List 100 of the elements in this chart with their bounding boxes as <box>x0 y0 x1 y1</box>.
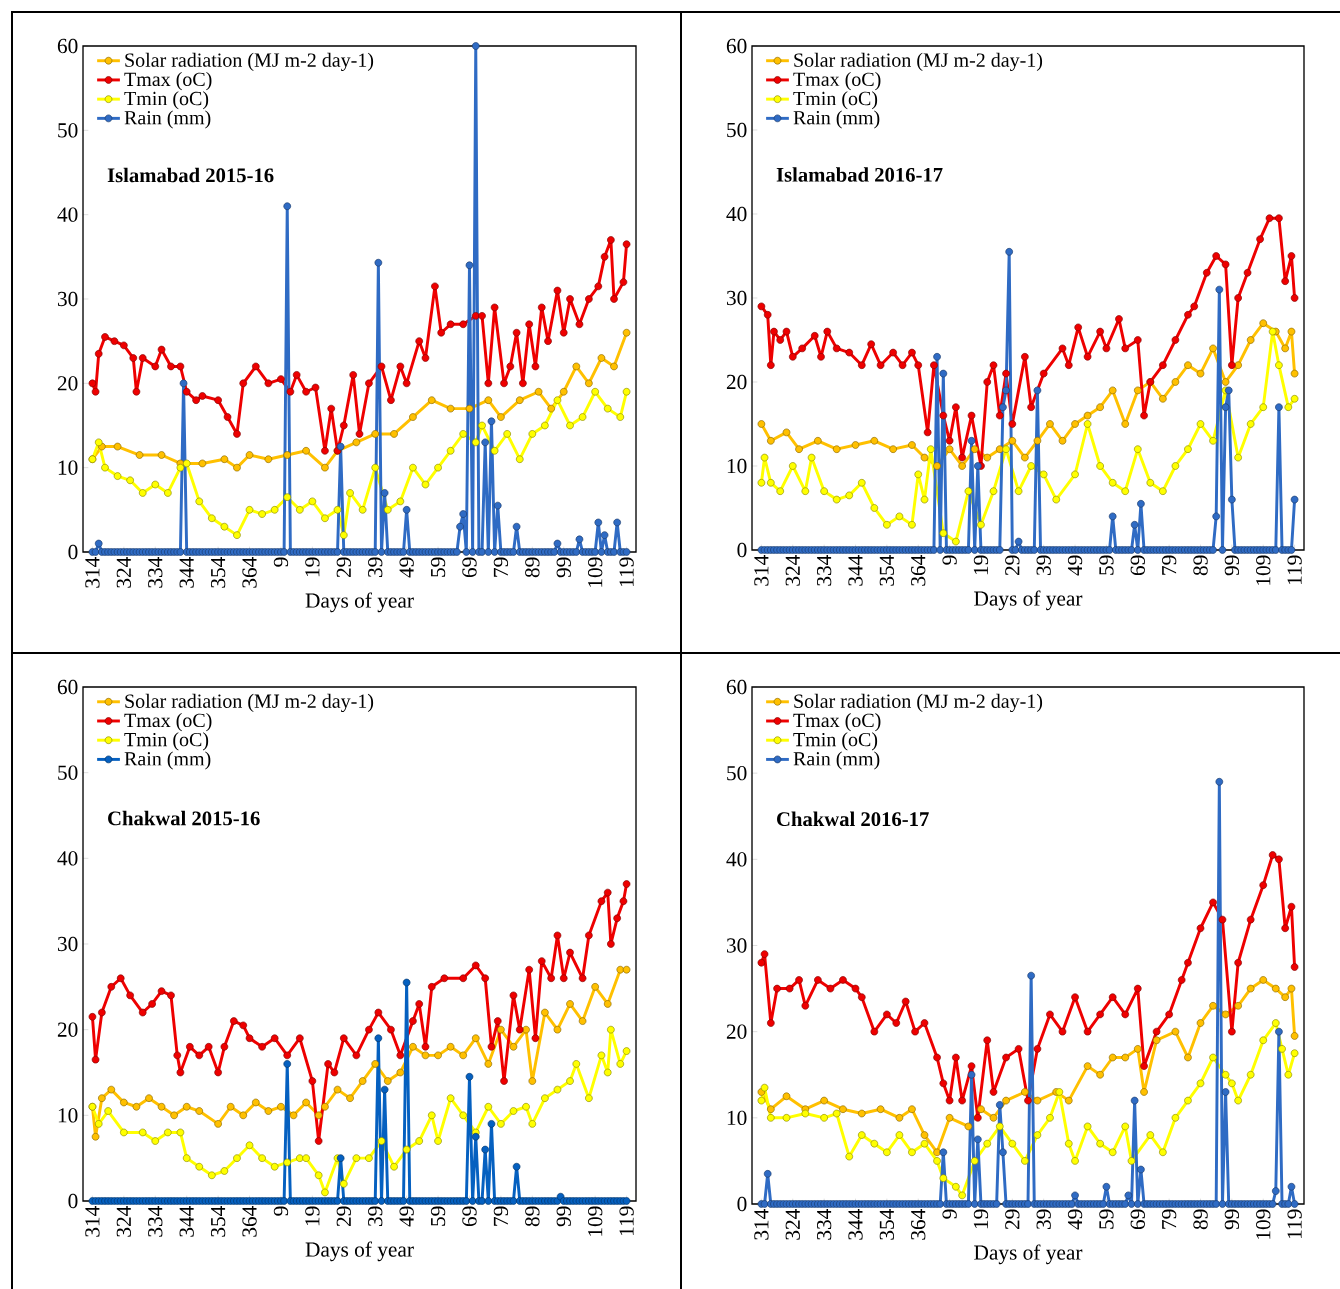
legend-label: Tmin (oC) <box>124 91 209 110</box>
x-tick-label: 324 <box>116 1206 132 1237</box>
legend-label: Rain (mm) <box>793 751 880 770</box>
x-tick-label: 314 <box>754 555 769 586</box>
legend-label: Rain (mm) <box>124 751 211 770</box>
y-tick-label: 60 <box>726 679 747 695</box>
x-axis-title: Days of year <box>305 592 414 613</box>
x-tick-label: 29 <box>336 557 351 578</box>
x-tick-label: 9 <box>273 1206 289 1216</box>
legend-label: Tmax (oC) <box>793 713 881 732</box>
y-tick-label: 30 <box>726 290 747 306</box>
x-tick-label: 354 <box>210 1206 226 1237</box>
x-tick-label: 324 <box>785 1209 800 1240</box>
y-tick-label: 40 <box>726 206 747 222</box>
y-tick-label: 0 <box>68 544 78 560</box>
x-tick-label: 29 <box>1005 1209 1020 1230</box>
y-tick-label: 40 <box>57 851 78 866</box>
legend-label: Tmax (oC) <box>793 72 881 91</box>
x-tick-label: 364 <box>242 557 257 588</box>
y-tick-label: 10 <box>727 458 747 474</box>
x-tick-label: 69 <box>1130 1209 1145 1230</box>
y-tick-label: 30 <box>726 938 747 953</box>
x-tick-label: 49 <box>399 557 414 578</box>
x-axis-title: Days of year <box>305 1241 414 1262</box>
y-tick-label: 30 <box>57 291 78 307</box>
x-tick-label: 314 <box>85 1206 100 1237</box>
x-tick-label: 109 <box>1256 1209 1271 1239</box>
legend-label: Tmax (oC) <box>124 713 212 732</box>
x-tick-label: 49 <box>1067 1209 1083 1230</box>
y-tick-label: 20 <box>726 1024 747 1039</box>
legend-label: Solar radiation (MJ m-2 day-1) <box>794 52 1043 71</box>
y-tick-label: 50 <box>727 765 747 781</box>
x-tick-label: 344 <box>848 555 863 586</box>
x-tick-label: 354 <box>210 557 226 588</box>
x-tick-label: 344 <box>848 1209 863 1240</box>
legend-label: Tmin (oC) <box>124 732 209 751</box>
text: Chakwal 2015-16 <box>108 810 260 826</box>
x-tick-label: 49 <box>1067 555 1083 576</box>
x-tick-label: 79 <box>493 557 509 577</box>
y-tick-label: 0 <box>737 542 747 558</box>
x-tick-label: 119 <box>1287 1209 1302 1239</box>
text: Islamabad 2015-16 <box>107 167 274 183</box>
y-tick-label: 20 <box>57 376 78 391</box>
y-tick-label: 60 <box>57 679 78 695</box>
x-tick-label: 334 <box>816 555 832 586</box>
x-tick-label: 49 <box>399 1206 414 1227</box>
y-tick-label: 50 <box>727 122 747 138</box>
x-tick-label: 334 <box>816 1209 832 1240</box>
x-tick-label: 39 <box>1036 1209 1051 1229</box>
legend-label: Rain (mm) <box>793 110 880 129</box>
x-tick-label: 9 <box>942 555 957 565</box>
x-tick-label: 109 <box>1256 555 1271 585</box>
x-tick-label: 69 <box>1130 555 1145 576</box>
text: Islamabad 2016-17 <box>776 167 943 182</box>
y-tick-label: 60 <box>57 38 78 54</box>
y-tick-label: 0 <box>737 1196 747 1212</box>
y-tick-label: 10 <box>727 1110 747 1126</box>
x-tick-label: 364 <box>911 555 926 586</box>
x-tick-label: 59 <box>430 557 446 577</box>
x-tick-label: 334 <box>148 557 163 588</box>
x-tick-label: 364 <box>242 1206 257 1237</box>
x-tick-label: 119 <box>619 1206 634 1236</box>
x-tick-label: 99 <box>1224 555 1240 576</box>
x-tick-label: 59 <box>1099 1209 1114 1229</box>
text: Chakwal 2016-17 <box>777 811 929 827</box>
legend-label: Solar radiation (MJ m-2 day-1) <box>794 693 1043 713</box>
x-tick-label: 79 <box>1161 1209 1177 1229</box>
y-tick-label: 10 <box>58 460 78 475</box>
x-tick-label: 59 <box>430 1206 446 1226</box>
x-tick-label: 109 <box>587 557 603 587</box>
x-tick-label: 324 <box>116 557 132 588</box>
x-tick-label: 39 <box>368 1206 383 1226</box>
legend-label: Tmax (oC) <box>124 72 212 91</box>
x-tick-label: 69 <box>462 1206 477 1227</box>
x-tick-label: 19 <box>973 555 989 575</box>
x-tick-label: 29 <box>1005 555 1020 576</box>
x-tick-label: 19 <box>305 1206 320 1226</box>
x-tick-label: 59 <box>1099 555 1114 575</box>
x-tick-label: 324 <box>785 555 800 586</box>
x-tick-label: 79 <box>493 1206 509 1226</box>
legend-label: Tmin (oC) <box>793 91 878 110</box>
legend-label: Tmin (oC) <box>793 732 878 751</box>
y-tick-label: 40 <box>726 852 747 867</box>
x-tick-label: 354 <box>879 1209 895 1240</box>
x-tick-label: 19 <box>305 557 320 577</box>
x-tick-label: 344 <box>179 557 194 588</box>
x-tick-label: 119 <box>1287 555 1302 585</box>
x-tick-label: 314 <box>85 557 100 588</box>
x-tick-label: 89 <box>1193 555 1208 576</box>
y-tick-label: 50 <box>58 765 78 780</box>
y-tick-label: 30 <box>57 936 78 952</box>
x-axis-title: Days of year <box>974 590 1083 611</box>
y-tick-label: 60 <box>726 38 747 54</box>
legend-label: Rain (mm) <box>124 110 211 129</box>
x-tick-label: 9 <box>273 557 289 567</box>
x-tick-label: 39 <box>1036 555 1051 575</box>
x-tick-label: 9 <box>942 1209 957 1219</box>
x-tick-label: 39 <box>368 557 383 577</box>
legend-label: Solar radiation (MJ m-2 day-1) <box>125 693 374 713</box>
x-tick-label: 99 <box>556 1206 571 1227</box>
